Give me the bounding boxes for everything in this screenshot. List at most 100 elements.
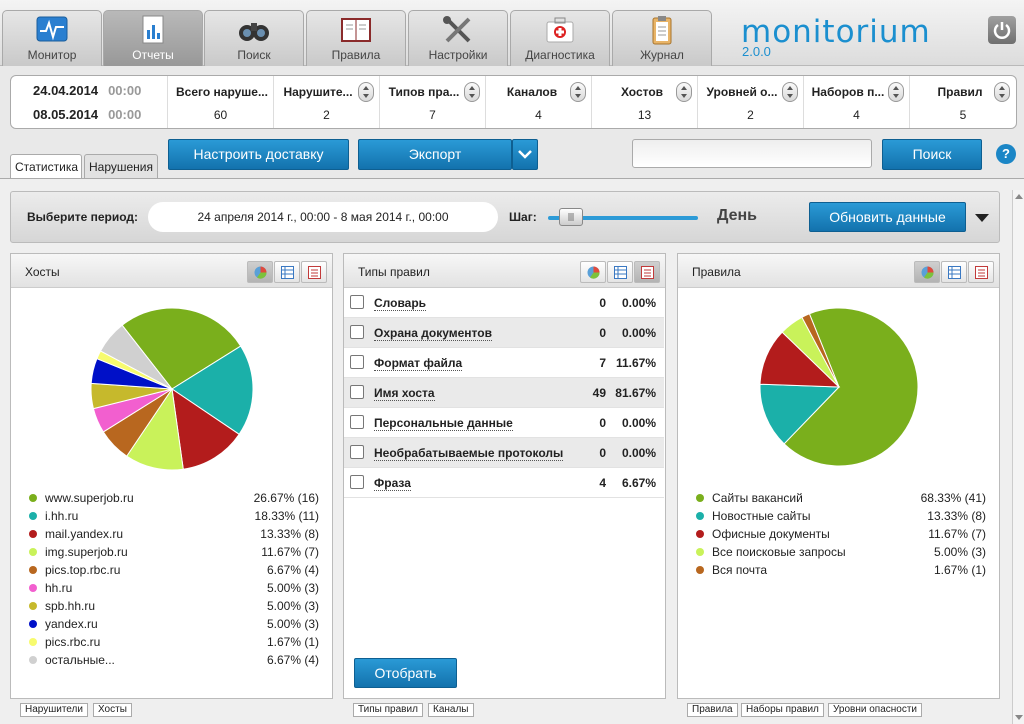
pie-view-button[interactable] <box>247 261 273 283</box>
nav-tab-search[interactable]: Поиск <box>204 10 304 66</box>
pie-slice-host-0[interactable] <box>121 307 242 390</box>
table-view-button[interactable] <box>941 261 967 283</box>
summary-col-rule-sets: Наборов п... 4 <box>804 76 910 128</box>
legend-item: pics.rbc.ru 1.67% (1) <box>29 634 319 652</box>
bottom-tab-rules[interactable]: Правила <box>687 703 738 717</box>
row-checkbox[interactable] <box>350 295 364 309</box>
tab-statistics[interactable]: Статистика <box>10 154 82 178</box>
legend-item: i.hh.ru 18.33% (11) <box>29 508 319 526</box>
summary-col-rule-types: Типов пра... 7 <box>380 76 486 128</box>
pie-chart-icon <box>587 266 600 279</box>
legend-dot <box>696 512 704 520</box>
nav-tab-reports[interactable]: Отчеты <box>103 10 203 66</box>
row-checkbox[interactable] <box>350 385 364 399</box>
step-label: Шаг: <box>509 210 537 224</box>
legend-item: Новостные сайты 13.33% (8) <box>696 508 986 526</box>
sort-spinner-icon[interactable] <box>888 82 904 102</box>
refresh-data-button[interactable]: Обновить данные <box>809 202 966 232</box>
sort-spinner-icon[interactable] <box>570 82 586 102</box>
app-logo: monitorium <box>741 14 931 50</box>
search-button[interactable]: Поиск <box>882 139 982 170</box>
export-button[interactable]: Экспорт <box>358 139 512 170</box>
select-button[interactable]: Отобрать <box>354 658 457 688</box>
date-from: 24.04.2014 <box>33 83 99 98</box>
summary-col-channels: Каналов 4 <box>486 76 592 128</box>
list-view-button[interactable] <box>634 261 660 283</box>
pie-slice-host-1[interactable] <box>171 345 254 435</box>
pie-slice-rule-4[interactable] <box>801 313 840 388</box>
legend-item: Офисные документы 11.67% (7) <box>696 526 986 544</box>
legend-dot <box>696 566 704 574</box>
legend-dot <box>29 638 37 646</box>
table-view-button[interactable] <box>607 261 633 283</box>
bottom-tab-violators[interactable]: Нарушители <box>20 703 88 717</box>
bottom-tab-channels[interactable]: Каналы <box>428 703 474 717</box>
rule-type-row[interactable]: Персональные данные 0 0.00% <box>344 408 664 438</box>
rule-type-row[interactable]: Формат файла 7 11.67% <box>344 348 664 378</box>
rule-type-row[interactable]: Словарь 0 0.00% <box>344 288 664 318</box>
nav-tab-journal[interactable]: Журнал <box>612 10 712 66</box>
pie-chart-icon <box>921 266 934 279</box>
rules-panel: Правила Сайты вакансий 68.33% (41) Новост… <box>677 253 1000 699</box>
rule-type-row[interactable]: Охрана документов 0 0.00% <box>344 318 664 348</box>
step-slider-track[interactable] <box>548 216 698 220</box>
sort-spinner-icon[interactable] <box>994 82 1010 102</box>
rule-type-row[interactable]: Имя хоста 49 81.67% <box>344 378 664 408</box>
pie-chart-icon <box>254 266 267 279</box>
export-dropdown-button[interactable] <box>512 139 538 170</box>
rule-type-row[interactable]: Необрабатываемые протоколы 0 0.00% <box>344 438 664 468</box>
legend-dot <box>29 566 37 574</box>
legend-item: Сайты вакансий 68.33% (41) <box>696 490 986 508</box>
nav-tab-rules[interactable]: Правила <box>306 10 406 66</box>
summary-col-rules: Правил 5 <box>910 76 1016 128</box>
row-checkbox[interactable] <box>350 355 364 369</box>
bottom-tab-hosts[interactable]: Хосты <box>93 703 132 717</box>
row-checkbox[interactable] <box>350 325 364 339</box>
row-checkbox[interactable] <box>350 445 364 459</box>
step-slider-handle[interactable] <box>558 208 583 226</box>
nav-tab-diagnostics[interactable]: Диагностика <box>510 10 610 66</box>
hosts-panel: Хосты www.superjob.ru 26.67% (16) i.hh.ru… <box>10 253 333 699</box>
list-icon <box>975 266 988 279</box>
nav-tab-label: Поиск <box>237 48 271 62</box>
legend-item: pics.top.rbc.ru 6.67% (4) <box>29 562 319 580</box>
sort-spinner-icon[interactable] <box>464 82 480 102</box>
pie-slice-host-9[interactable] <box>99 324 173 390</box>
legend-dot <box>29 530 37 538</box>
bottom-tab-rule-sets[interactable]: Наборы правил <box>741 703 824 717</box>
pie-slice-host-2[interactable] <box>171 387 240 470</box>
legend-dot <box>29 656 37 664</box>
pie-view-button[interactable] <box>580 261 606 283</box>
vertical-scrollbar[interactable] <box>1012 190 1024 724</box>
list-view-button[interactable] <box>968 261 994 283</box>
table-view-button[interactable] <box>274 261 300 283</box>
list-view-button[interactable] <box>301 261 327 283</box>
row-checkbox[interactable] <box>350 475 364 489</box>
rule-type-row[interactable]: Фраза 4 6.67% <box>344 468 664 498</box>
sort-spinner-icon[interactable] <box>676 82 692 102</box>
rules-legend: Сайты вакансий 68.33% (41) Новостные сайт… <box>696 490 986 580</box>
collapse-caret-icon[interactable] <box>975 214 989 222</box>
configure-delivery-button[interactable]: Настроить доставку <box>168 139 349 170</box>
date-range[interactable]: 24.04.2014 00:00 08.05.2014 00:00 <box>11 76 168 128</box>
row-checkbox[interactable] <box>350 415 364 429</box>
nav-tab-settings[interactable]: Настройки <box>408 10 508 66</box>
summary-col-danger-levels: Уровней о... 2 <box>698 76 804 128</box>
nav-tab-monitor[interactable]: Монитор <box>2 10 102 66</box>
sort-spinner-icon[interactable] <box>358 82 374 102</box>
bottom-tab-rule-types[interactable]: Типы правил <box>353 703 423 717</box>
tab-violations[interactable]: Нарушения <box>84 154 158 178</box>
search-input[interactable] <box>632 139 872 168</box>
pie-slice-rule-1[interactable] <box>759 383 841 445</box>
power-icon[interactable] <box>988 16 1016 44</box>
bottom-tab-danger-levels[interactable]: Уровни опасности <box>828 703 923 717</box>
sort-spinner-icon[interactable] <box>782 82 798 102</box>
report-icon <box>136 15 170 45</box>
period-range-input[interactable]: 24 апреля 2014 г., 00:00 - 8 мая 2014 г.… <box>148 202 498 232</box>
pie-view-button[interactable] <box>914 261 940 283</box>
pie-slice-rule-0[interactable] <box>783 307 919 467</box>
date-to: 08.05.2014 <box>33 107 99 122</box>
help-icon[interactable]: ? <box>996 144 1016 164</box>
nav-tab-label: Монитор <box>27 48 77 62</box>
summary-col-hosts: Хостов 13 <box>592 76 698 128</box>
